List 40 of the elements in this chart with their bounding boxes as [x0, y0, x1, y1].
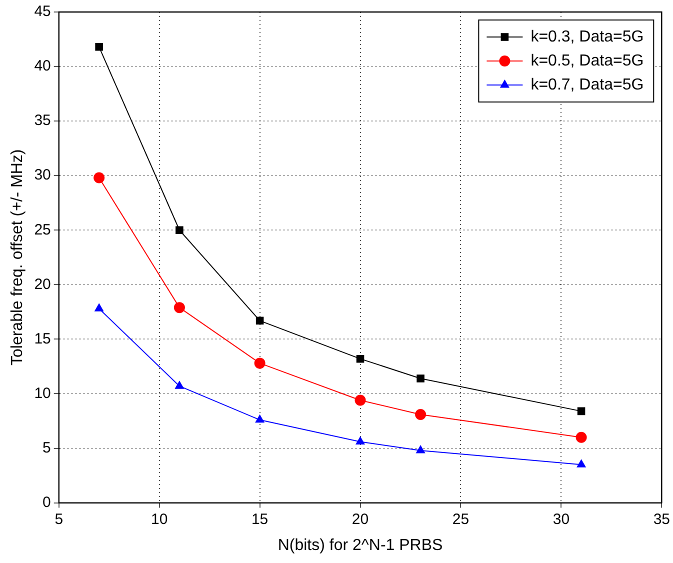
point: [95, 43, 103, 51]
point: [174, 302, 185, 314]
x-tick-label: 35: [653, 510, 670, 528]
point: [415, 408, 426, 420]
y-tick-label: 45: [34, 3, 51, 20]
y-tick-label: 25: [34, 221, 51, 238]
y-tick-label: 35: [34, 112, 51, 130]
legend-label: k=0.3, Data=5G: [530, 28, 644, 46]
point: [354, 394, 366, 406]
point: [416, 444, 426, 454]
legend-label: k=0.7, Data=5G: [530, 76, 644, 94]
y-tick-label: 0: [42, 494, 51, 511]
y-tick-label: 40: [34, 58, 51, 75]
x-tick-label: 30: [552, 510, 570, 528]
legend-label: k=0.5, Data=5G: [530, 52, 644, 70]
x-axis-title: N(bits) for 2^N-1 PRBS: [278, 536, 443, 554]
point: [576, 459, 586, 468]
y-tick-label: 15: [34, 330, 51, 348]
x-tick-label: 10: [151, 510, 168, 528]
y-tick-label: 10: [34, 384, 51, 402]
point: [254, 358, 266, 369]
point: [356, 354, 364, 363]
point: [174, 380, 184, 389]
point: [416, 374, 424, 382]
point: [576, 432, 587, 443]
point: [94, 303, 104, 312]
point: [256, 316, 264, 325]
y-tick-label: 5: [42, 439, 51, 456]
y-axis-title: Tolerable freq. offset (+/- MHz): [9, 149, 26, 366]
x-tick-label: 25: [452, 510, 470, 528]
point: [255, 414, 265, 423]
point: [577, 407, 586, 416]
x-tick-label: 15: [251, 510, 268, 528]
x-tick-label: 20: [352, 510, 369, 528]
y-tick-label: 30: [34, 166, 51, 184]
y-tick-label: 20: [34, 276, 51, 293]
point: [94, 172, 105, 184]
point: [176, 226, 184, 234]
x-tick-label: 5: [54, 510, 64, 528]
point: [356, 436, 366, 444]
